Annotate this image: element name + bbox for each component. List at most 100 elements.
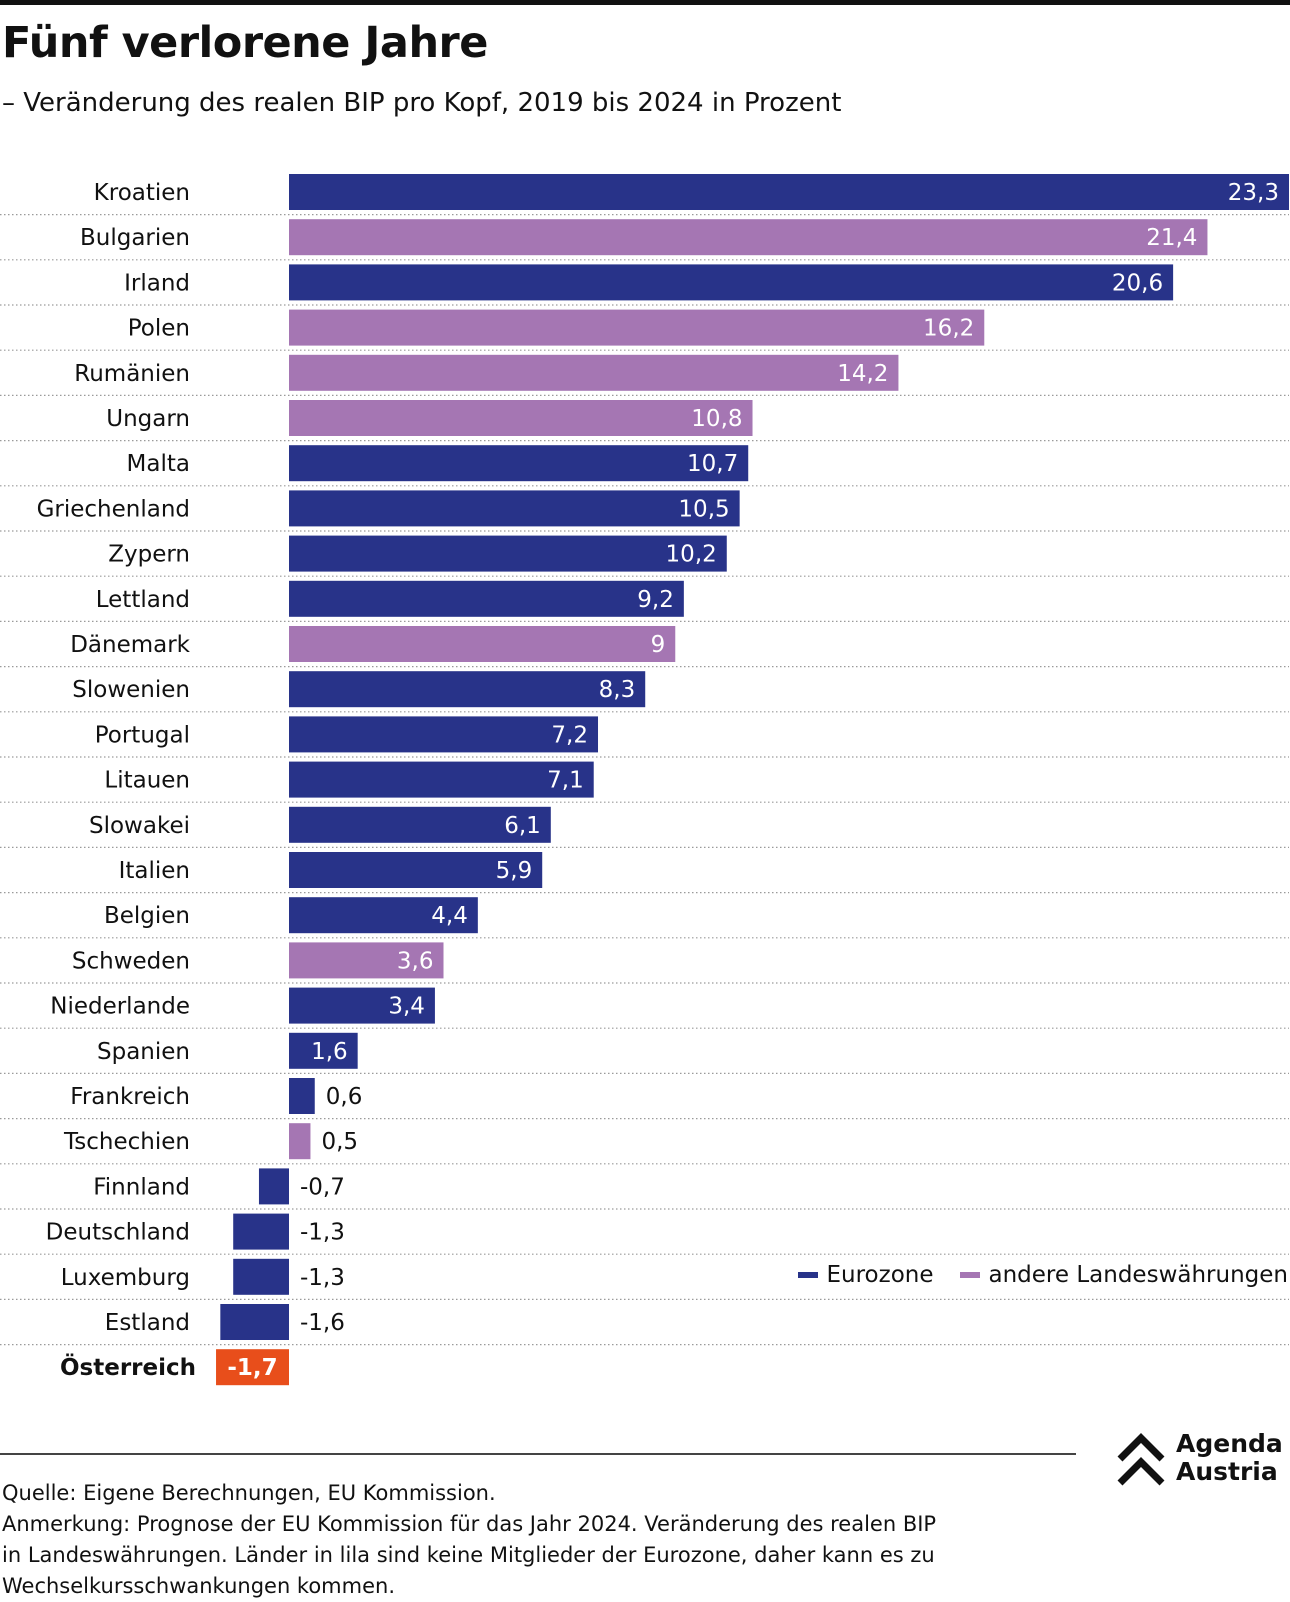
category-label-slowenien: Slowenien [72,677,190,703]
footer-rule [0,1453,1076,1455]
bar-lettland [289,580,684,617]
category-label-luxemburg: Luxemburg [61,1265,190,1291]
logo-line1: Agenda [1176,1429,1283,1458]
value-label-bulgarien: 21,4 [1146,225,1197,251]
category-label-niederlande: Niederlande [50,994,190,1020]
chart-title: Fünf verlorene Jahre [2,18,488,68]
bar-niederlande [289,987,435,1024]
legend-item-eurozone: Eurozone [797,1262,934,1288]
value-label-estland: -1,6 [300,1310,345,1336]
category-label-belgien: Belgien [104,903,190,929]
value-label-niederlande: 3,4 [388,994,425,1020]
bar-litauen [289,761,594,798]
legend: Eurozone andere Landeswährungen [772,1262,1288,1288]
bar-irland [289,264,1174,301]
bar-polen [289,309,985,346]
bar-schweden [289,942,444,979]
category-label-frankreich: Frankreich [70,1084,190,1110]
value-label-rumanien: 14,2 [837,361,888,387]
bar-osterreich [216,1349,289,1386]
category-label-litauen: Litauen [104,768,190,794]
category-label-irland: Irland [124,270,190,296]
category-label-schweden: Schweden [72,948,190,974]
value-label-griechenland: 10,5 [678,496,729,522]
category-label-slowakei: Slowakei [89,813,190,839]
chevron-up-logo-icon [1117,1433,1165,1486]
bar-belgien [289,897,478,934]
value-label-schweden: 3,6 [397,948,434,974]
value-label-danemark: 9 [651,632,666,658]
bar-rumanien [289,354,899,391]
logo-text: Agenda Austria [1176,1430,1283,1486]
category-label-griechenland: Griechenland [37,496,190,522]
value-label-malta: 10,7 [687,451,738,477]
agenda-austria-logo: Agenda Austria [1116,1430,1290,1490]
legend-item-andere: andere Landeswährungen [959,1262,1288,1288]
category-label-ungarn: Ungarn [106,406,190,432]
category-label-tschechien: Tschechien [63,1129,190,1155]
value-label-italien: 5,9 [496,858,533,884]
bar-estland [220,1304,289,1340]
value-label-osterreich: -1,7 [227,1355,277,1381]
chart-subtitle: – Veränderung des realen BIP pro Kopf, 2… [2,88,842,118]
legend-swatch-andere [959,1272,980,1278]
category-label-osterreich: Österreich [60,1353,196,1381]
value-label-frankreich: 0,6 [326,1084,363,1110]
bar-slowakei [289,806,551,843]
value-label-zypern: 10,2 [666,542,717,568]
footer: Quelle: Eigene Berechnungen, EU Kommissi… [2,1478,1087,1602]
category-label-italien: Italien [119,858,190,884]
category-label-malta: Malta [127,451,190,477]
bar-kroatien [289,174,1289,210]
legend-label-andere: andere Landeswährungen [988,1262,1288,1288]
category-label-lettland: Lettland [96,587,190,613]
category-label-polen: Polen [128,316,190,342]
value-label-slowenien: 8,3 [599,677,636,703]
value-label-slowakei: 6,1 [504,813,541,839]
bar-slowenien [289,671,646,708]
category-label-estland: Estland [105,1310,190,1336]
top-rule [0,0,1290,5]
bar-malta [289,445,749,482]
bar-chart: Kroatien 23,3 Bulgarien 21,4 Irland 20,6 Polen… [0,174,1289,1386]
bar-finnland [258,1168,289,1205]
remark-line-1: Anmerkung: Prognose der EU Kommission fü… [2,1512,937,1536]
value-label-lettland: 9,2 [637,587,674,613]
source-note: Quelle: Eigene Berechnungen, EU Kommissi… [2,1481,496,1505]
value-label-luxemburg: -1,3 [300,1265,345,1291]
value-label-belgien: 4,4 [431,903,468,929]
value-label-irland: 20,6 [1112,270,1163,296]
value-label-kroatien: 23,3 [1228,180,1279,206]
legend-label-eurozone: Eurozone [826,1262,934,1288]
value-label-finnland: -0,7 [300,1174,345,1200]
value-label-polen: 16,2 [923,316,974,342]
bar-deutschland [233,1213,289,1250]
category-label-finnland: Finnland [93,1174,190,1200]
value-label-deutschland: -1,3 [300,1220,345,1246]
bar-italien [289,852,543,888]
legend-swatch-eurozone [797,1272,818,1278]
category-label-deutschland: Deutschland [46,1220,190,1246]
value-label-tschechien: 0,5 [321,1129,358,1155]
logo-line2: Austria [1176,1457,1278,1486]
remark-line-3: Wechselkursschwankungen kommen. [2,1574,396,1598]
bar-portugal [289,716,599,753]
bar-ungarn [289,400,753,436]
bar-luxemburg [233,1258,289,1295]
category-label-danemark: Dänemark [70,632,190,658]
bar-spanien [289,1032,358,1069]
bar-danemark [289,626,676,662]
bar-griechenland [289,490,740,527]
bar-bulgarien [289,219,1208,256]
category-label-bulgarien: Bulgarien [80,225,190,251]
bar-zypern [289,535,727,572]
category-label-zypern: Zypern [108,542,190,568]
category-label-kroatien: Kroatien [94,180,190,206]
category-label-rumanien: Rumänien [74,361,190,387]
category-label-portugal: Portugal [95,722,190,748]
category-label-spanien: Spanien [97,1039,190,1065]
remark-line-2: in Landeswährungen. Länder in lila sind … [2,1543,935,1567]
bar-tschechien [289,1123,311,1160]
bar-frankreich [289,1078,315,1114]
value-label-spanien: 1,6 [311,1039,348,1065]
